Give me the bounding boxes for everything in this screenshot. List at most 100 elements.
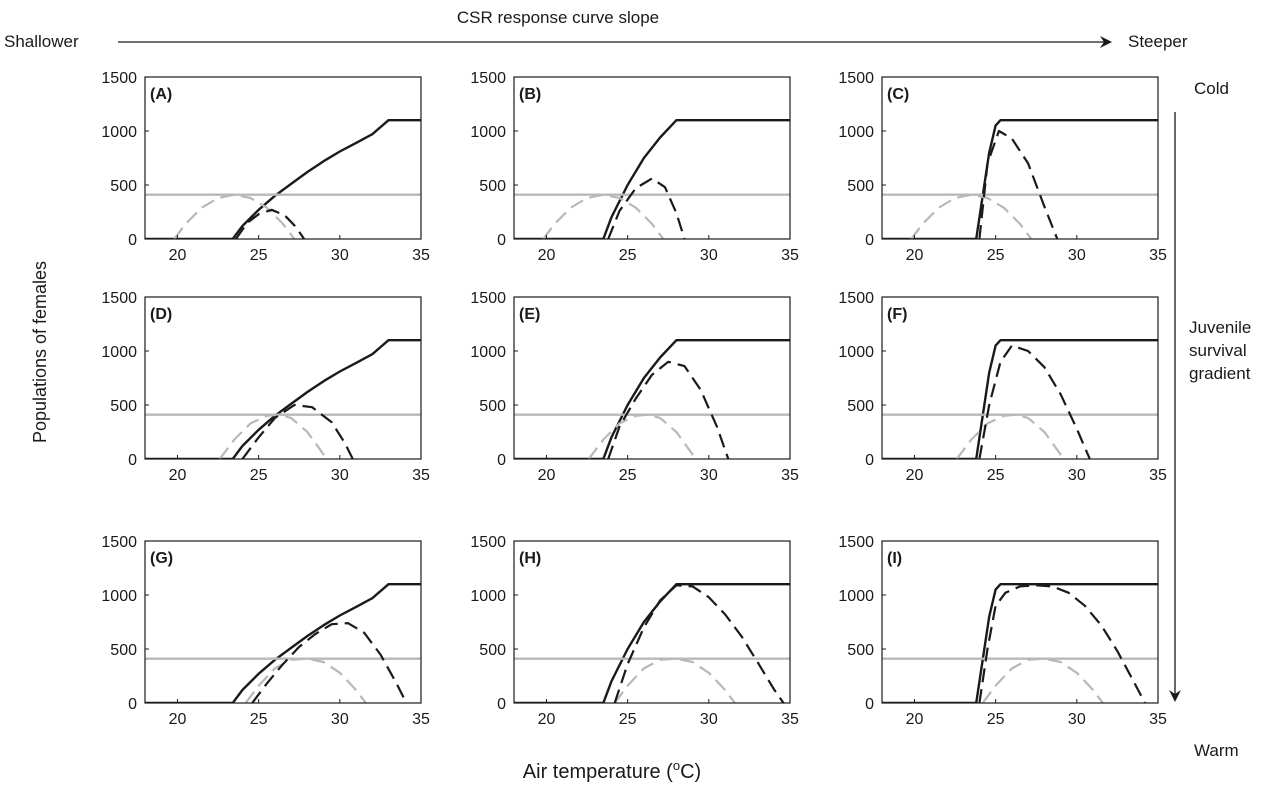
x-axis-label-sup: o (673, 758, 680, 773)
y-tick-label-d-1000: 1000 (101, 344, 137, 361)
y-tick-label-g-1500: 1500 (101, 534, 137, 551)
x-tick-label-g-20: 20 (169, 711, 187, 728)
plot-frame-c (881, 76, 1159, 240)
panels: 20 25 30 35 0 500 1000 1500 (A) 20 25 30 35 0 500 1000 1… (101, 70, 1167, 728)
y-tick-label-f-0: 0 (865, 452, 874, 469)
panel-h: 20 25 30 35 0 500 1000 1500 (H) (470, 534, 799, 728)
y-tick-label-c-0: 0 (865, 232, 874, 249)
x-tick-label-d-30: 30 (331, 467, 349, 484)
x-tick-label-g-35: 35 (412, 711, 430, 728)
y-tick-label-h-500: 500 (479, 642, 506, 659)
panel-i: 20 25 30 35 0 500 1000 1500 (I) (838, 534, 1167, 728)
y-tick-label-d-0: 0 (128, 452, 137, 469)
x-tick-label-d-35: 35 (412, 467, 430, 484)
plot-frame-i (881, 540, 1159, 704)
series-dashed-black-c (978, 129, 1059, 239)
x-tick-label-i-35: 35 (1149, 711, 1167, 728)
cold-label: Cold (1194, 79, 1229, 98)
y-tick-label-a-500: 500 (110, 178, 137, 195)
series-dashed-gray-e (587, 413, 697, 459)
y-tick-label-h-1000: 1000 (470, 588, 506, 605)
y-tick-label-c-500: 500 (847, 178, 874, 195)
shallower-label: Shallower (4, 32, 79, 51)
y-tick-label-g-0: 0 (128, 696, 137, 713)
y-tick-label-h-0: 0 (497, 696, 506, 713)
series-dashed-gray-h (613, 657, 736, 703)
plot-area-b (514, 118, 790, 239)
series-dashed-black-e (607, 360, 730, 459)
x-tick-label-d-25: 25 (250, 467, 268, 484)
y-tick-label-a-0: 0 (128, 232, 137, 249)
y-tick-label-i-0: 0 (865, 696, 874, 713)
x-tick-label-h-20: 20 (538, 711, 556, 728)
x-tick-label-f-25: 25 (987, 467, 1005, 484)
series-dashed-black-i (978, 584, 1146, 703)
x-tick-label-e-20: 20 (538, 467, 556, 484)
plot-frame-f (881, 296, 1159, 460)
panel-label-i: (I) (887, 550, 902, 567)
panel-label-f: (F) (887, 306, 907, 323)
y-tick-label-d-1500: 1500 (101, 290, 137, 307)
plot-area-e (514, 339, 790, 459)
panel-b: 20 25 30 35 0 500 1000 1500 (B) (470, 70, 799, 264)
x-tick-label-c-25: 25 (987, 247, 1005, 264)
x-axis-label: Air temperature (oC) (523, 758, 701, 783)
y-tick-label-b-1000: 1000 (470, 124, 506, 141)
series-dashed-gray-g (244, 657, 367, 703)
x-axis-label-main: Air temperature ( (523, 761, 673, 783)
panel-label-b: (B) (519, 86, 541, 103)
x-tick-label-a-25: 25 (250, 247, 268, 264)
series-solid-black-g (145, 583, 421, 703)
y-tick-label-e-500: 500 (479, 398, 506, 415)
panel-label-c: (C) (887, 86, 909, 103)
x-tick-label-h-35: 35 (781, 711, 799, 728)
x-tick-label-b-35: 35 (781, 247, 799, 264)
panel-a: 20 25 30 35 0 500 1000 1500 (A) (101, 70, 430, 264)
plot-frame-g (144, 540, 422, 704)
y-tick-label-c-1500: 1500 (838, 70, 874, 87)
x-axis-label-end: C) (680, 761, 701, 783)
panel-g: 20 25 30 35 0 500 1000 1500 (G) (101, 534, 430, 728)
steeper-label: Steeper (1128, 32, 1188, 51)
x-tick-label-f-35: 35 (1149, 467, 1167, 484)
figure-title: CSR response curve slope (457, 8, 659, 27)
series-dashed-gray-a (173, 193, 296, 239)
plot-area-d (145, 339, 421, 459)
panel-c: 20 25 30 35 0 500 1000 1500 (C) (838, 70, 1167, 264)
panel-d: 20 25 30 35 0 500 1000 1500 (D) (101, 290, 430, 484)
series-dashed-black-d (241, 403, 354, 459)
plot-frame-d (144, 296, 422, 460)
panel-f: 20 25 30 35 0 500 1000 1500 (F) (838, 290, 1167, 484)
warm-label: Warm (1194, 741, 1239, 760)
panel-label-g: (G) (150, 550, 173, 567)
y-tick-label-f-1000: 1000 (838, 344, 874, 361)
x-tick-label-e-25: 25 (619, 467, 637, 484)
x-tick-label-c-20: 20 (906, 247, 924, 264)
series-solid-black-f (882, 339, 1158, 459)
y-tick-label-f-500: 500 (847, 398, 874, 415)
panel-label-d: (D) (150, 306, 172, 323)
gradient-label: Juvenile survival gradient (1189, 318, 1256, 383)
plot-frame-b (513, 76, 791, 240)
series-dashed-gray-b (542, 193, 665, 239)
y-tick-label-g-1000: 1000 (101, 588, 137, 605)
series-solid-black-e (514, 339, 790, 459)
series-solid-black-d (145, 339, 421, 459)
y-tick-label-e-1500: 1500 (470, 290, 506, 307)
y-tick-label-e-1000: 1000 (470, 344, 506, 361)
y-tick-label-b-500: 500 (479, 178, 506, 195)
x-tick-label-d-20: 20 (169, 467, 187, 484)
x-tick-label-f-30: 30 (1068, 467, 1086, 484)
panel-e: 20 25 30 35 0 500 1000 1500 (E) (470, 290, 799, 484)
x-tick-label-a-20: 20 (169, 247, 187, 264)
x-tick-label-b-20: 20 (538, 247, 556, 264)
gradient-label-line-2: survival (1189, 341, 1247, 360)
panel-label-e: (E) (519, 306, 540, 323)
y-tick-label-d-500: 500 (110, 398, 137, 415)
plot-frame-h (513, 540, 791, 704)
y-tick-label-g-500: 500 (110, 642, 137, 659)
x-tick-label-f-20: 20 (906, 467, 924, 484)
y-tick-label-a-1000: 1000 (101, 124, 137, 141)
y-tick-label-c-1000: 1000 (838, 124, 874, 141)
